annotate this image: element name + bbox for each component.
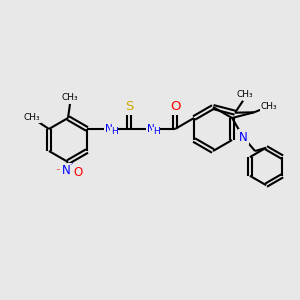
Text: N: N (61, 164, 70, 178)
Text: N: N (147, 124, 155, 134)
Text: H: H (153, 128, 159, 136)
Text: CH₃: CH₃ (62, 94, 78, 103)
Text: CH₃: CH₃ (24, 113, 40, 122)
Text: O: O (74, 166, 82, 178)
Text: N: N (239, 130, 248, 144)
Text: H: H (111, 128, 117, 136)
Text: ⁺: ⁺ (70, 163, 74, 172)
Text: O: O (170, 100, 180, 113)
Text: S: S (125, 100, 133, 113)
Text: CH₃: CH₃ (237, 90, 254, 99)
Text: N: N (105, 124, 113, 134)
Text: CH₃: CH₃ (261, 102, 278, 111)
Text: ⁻: ⁻ (55, 167, 61, 177)
